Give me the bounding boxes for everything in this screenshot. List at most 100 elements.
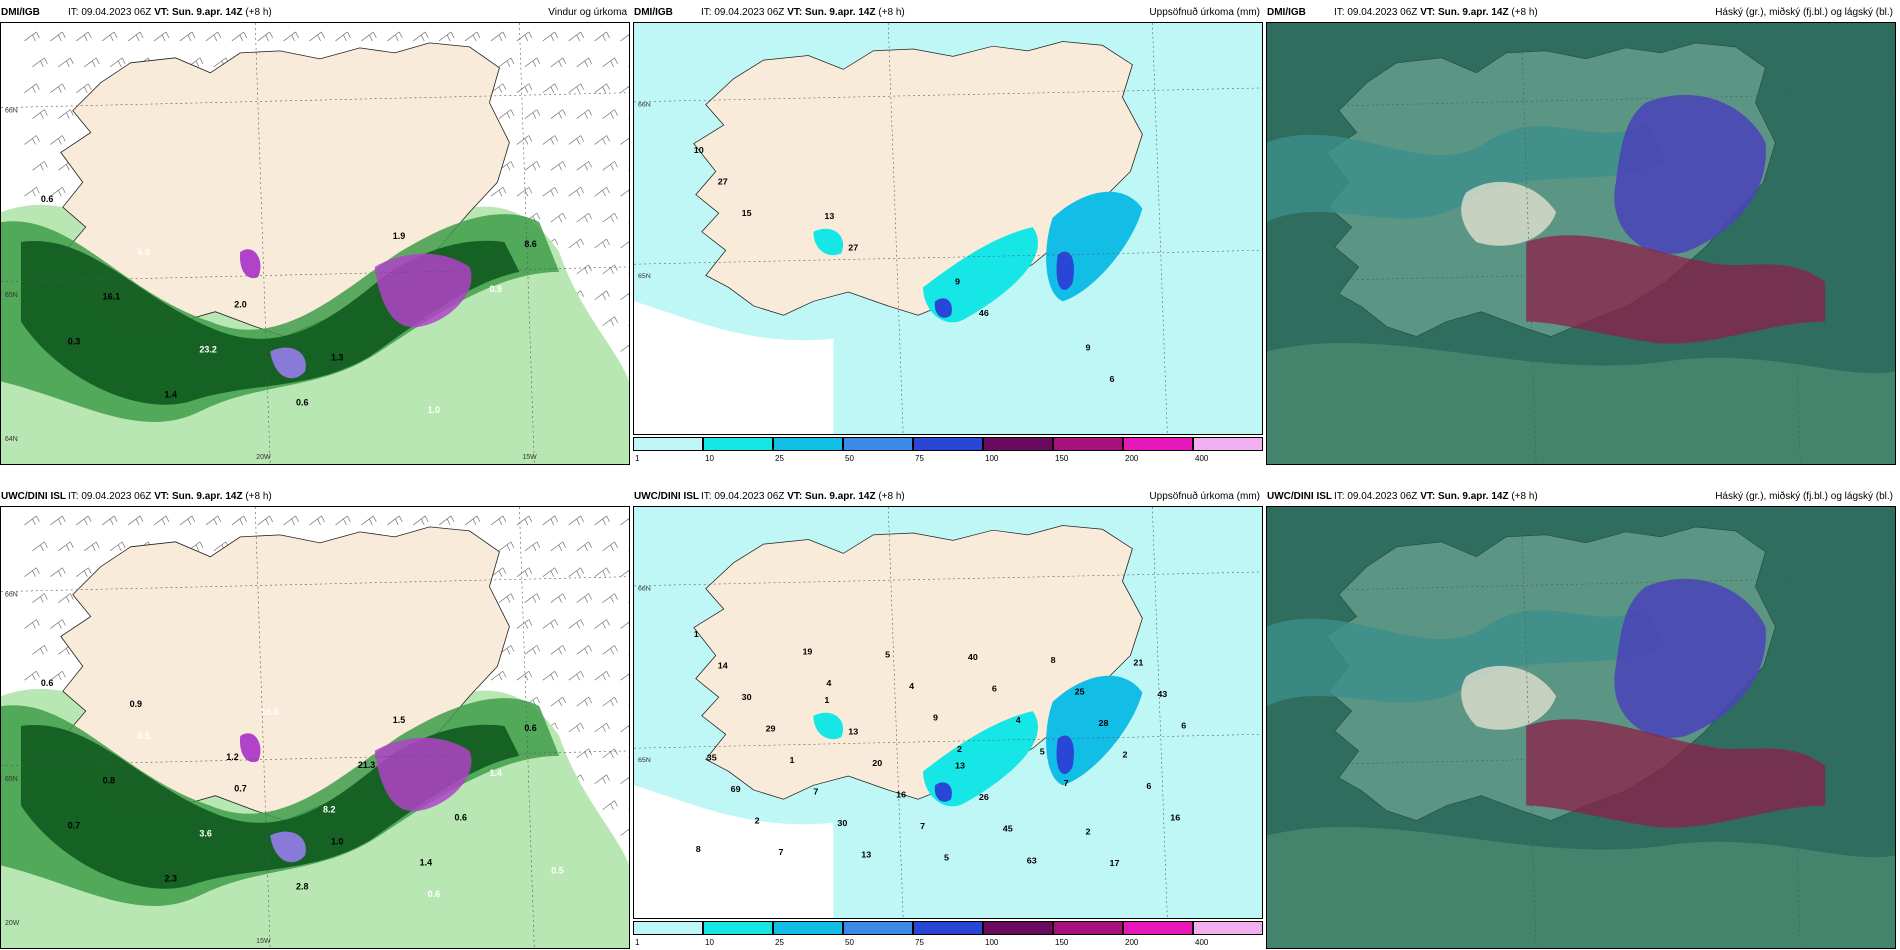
cloud-band-south [1267,826,1895,948]
map-area [1266,506,1896,949]
precip-intense [374,253,472,328]
value-label: 1.3 [331,352,343,362]
init-time: IT: 09.04.2023 06Z [68,491,152,502]
value-label: 7 [1064,779,1069,789]
value-label: 9 [933,713,938,723]
colorbar-swatch [703,921,773,935]
colorbar-tick: 150 [1055,938,1069,947]
panel-title: Vindur og úrkoma [548,7,627,18]
grid-label: 65N [638,757,651,764]
map-panel-4: UWC/DINI ISL IT: 09.04.2023 06Z VT: Sun. … [0,484,630,949]
midcloud-area [1614,94,1766,254]
colorbar-tick: 10 [705,938,714,947]
value-label: 2 [755,816,760,826]
clear-area [1461,181,1557,246]
accum-max-southeast [1056,251,1074,290]
grid-label: 65N [5,292,18,299]
accum-band-south [923,227,1038,323]
value-label: 5 [885,650,890,660]
grid-label: 64N [5,436,18,443]
accum-max-south [934,782,952,802]
value-label: 10 [694,145,704,155]
graticule [1267,507,1895,948]
lead-time: (+8 h) [245,7,272,18]
colorbar-tick: 75 [915,454,924,463]
colorbar-swatch [633,437,703,451]
value-label: 7 [813,787,818,797]
value-label: 0.6 [524,723,536,733]
model-name: DMI/IGB [1,7,40,18]
value-label: 1.2 [226,752,238,762]
value-label: 28 [1099,718,1109,728]
colorbar: 1 10 25 50 75 100 150 200 400 [633,919,1263,949]
value-label: 27 [718,177,728,187]
init-time: IT: 09.04.2023 06Z [1334,7,1418,18]
value-label: 0.6 [41,194,53,204]
grid-label: 66N [5,108,18,115]
colorbar-tick: 50 [845,454,854,463]
value-label: 4 [826,678,831,688]
valid-time: VT: Sun. 9.apr. 14Z [787,7,876,18]
colorbar-tick: 100 [985,454,999,463]
value-label: 0.5 [138,731,150,741]
init-time: IT: 09.04.2023 06Z [701,7,785,18]
value-label: 4 [1016,715,1021,725]
colorbar-swatch [983,437,1053,451]
value-label: 1.9 [393,231,405,241]
value-label: 16.0 [261,707,278,717]
value-label: 15 [742,208,752,218]
value-label: 14 [718,661,728,671]
value-label: 23.2 [199,345,216,355]
colorbar-tick: 1 [635,938,640,947]
map-panel-1: DMI/IGB IT: 09.04.2023 06Z VT: Sun. 9.apr… [0,0,630,465]
colorbar-swatch [1123,437,1193,451]
precip-intense-west [270,831,306,863]
lowcloud-area [1526,235,1826,344]
panel-title: Háský (gr.), miðský (fj.bl.) og lágský (… [1715,491,1893,502]
clear-area [1461,665,1557,730]
colorbar-swatch [773,921,843,935]
value-label: 4 [909,681,914,691]
grid-label: 20W [256,454,271,461]
value-label: 30 [742,692,752,702]
accum-max-south [934,298,952,318]
value-label: 20 [872,758,882,768]
graticule [1,23,629,464]
graticule [634,23,1262,434]
value-label: 0.6 [296,397,308,407]
panel-header: DMI/IGB IT: 09.04.2023 06Z VT: Sun. 9.apr… [633,0,1263,22]
map-panel-3: DMI/IGB IT: 09.04.2023 06Z VT: Sun. 9.apr… [1266,0,1896,465]
value-label: 21.3 [358,760,375,770]
colorbar-tick: 1 [635,454,640,463]
map-area: 66N 65N 20W 15W 0.6 0.5 0.7 1.0 0.6 0.6 0.8 3.6 2.8 1… [0,506,630,949]
value-label: 1.0 [428,405,440,415]
accum-spot-west [813,712,844,740]
colorbar-tick: 400 [1195,938,1209,947]
colorbar-tick: 200 [1125,938,1139,947]
map-panel-2: DMI/IGB IT: 09.04.2023 06Z VT: Sun. 9.apr… [633,0,1263,465]
colorbar-swatch [703,437,773,451]
value-label: 2 [957,744,962,754]
graticule [634,507,1262,918]
value-label: 0.9 [489,284,501,294]
value-label: 0.6 [455,813,467,823]
value-label: 2.0 [234,300,246,310]
value-label: 8.6 [524,239,536,249]
value-label: 9 [955,277,960,287]
panel-header: DMI/IGB IT: 09.04.2023 06Z VT: Sun. 9.apr… [0,0,630,22]
grid-label: 15W [256,938,271,945]
colorbar: 1 10 25 50 75 100 150 200 400 [633,435,1263,465]
value-label: 13 [955,761,965,771]
value-label: 16 [1170,813,1180,823]
value-label: 63 [1027,856,1037,866]
value-label: 13 [861,850,871,860]
value-label: 0.5 [551,865,563,875]
colorbar-swatch [913,921,983,935]
panel-header: UWC/DINI ISL IT: 09.04.2023 06Z VT: Sun. … [633,484,1263,506]
colorbar-swatch [1053,437,1123,451]
value-label: 46 [979,308,989,318]
highcloud-band [1267,606,1666,707]
grid-label: 65N [5,776,18,783]
panel-header: UWC/DINI ISL IT: 09.04.2023 06Z VT: Sun. … [1266,484,1896,506]
colorbar-swatch [773,437,843,451]
